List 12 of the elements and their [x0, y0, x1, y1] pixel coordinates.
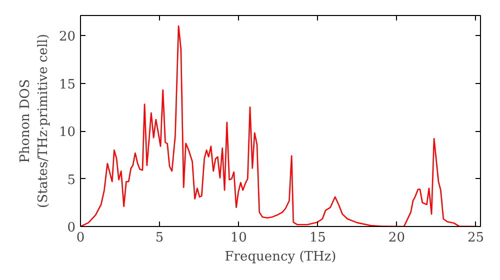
y-tick-label: 0	[67, 220, 76, 236]
x-axis-title: Frequency (THz)	[224, 250, 336, 264]
x-tick-label: 20	[388, 230, 405, 246]
y-tick-label: 10	[58, 125, 76, 140]
y-tick-label: 5	[67, 172, 76, 188]
x-tick-label: 25	[467, 230, 484, 246]
x-tick-label: 5	[155, 230, 164, 246]
y-axis-title: Phonon DOS (States/THz·primitive cell)	[18, 34, 51, 208]
y-tick-label: 20	[58, 30, 76, 45]
x-tick-label: 15	[309, 230, 326, 246]
x-tick-label: 10	[230, 230, 247, 246]
y-tick-label: 15	[58, 77, 76, 92]
